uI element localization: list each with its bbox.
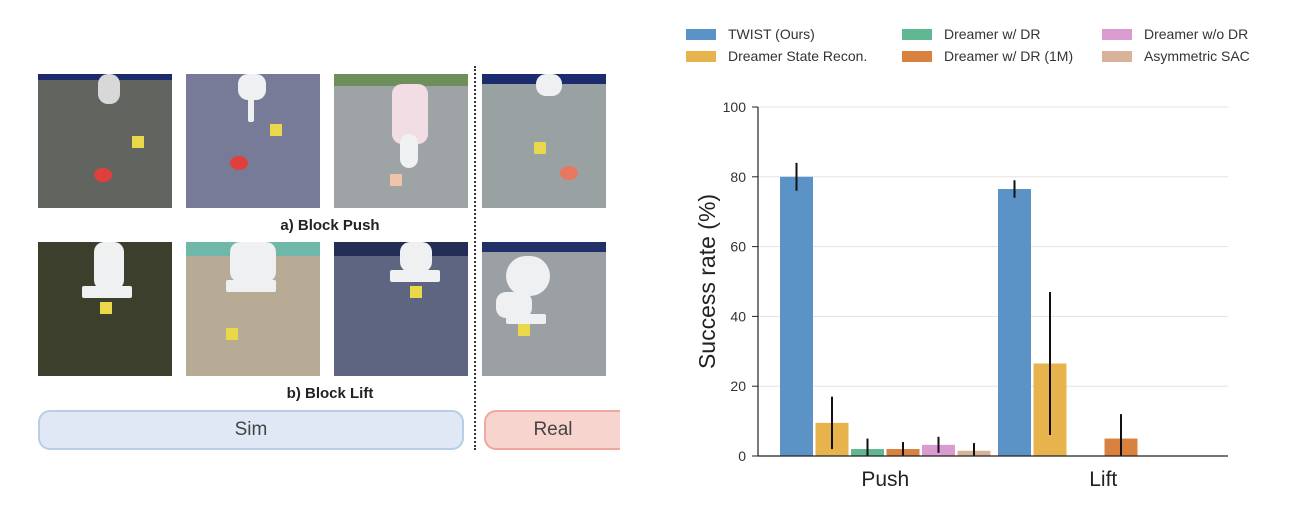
- sim-push-photo-1: [38, 74, 172, 208]
- robot-photo-panel: a) Block Push b) Block Lift Sim Real: [0, 0, 620, 518]
- legend-swatch: [902, 29, 932, 40]
- real-lift-photo: [482, 242, 606, 376]
- legend-swatch: [902, 51, 932, 62]
- legend-label: Asymmetric SAC: [1144, 48, 1250, 64]
- success-rate-chart: TWIST (Ours) Dreamer State Recon. Dreamer …: [686, 26, 1250, 491]
- legend-label: Dreamer w/ DR: [944, 26, 1040, 42]
- sim-label: Sim: [38, 410, 464, 450]
- sim-lift-photo-1: [38, 242, 172, 376]
- y-axis-label: Success rate (%): [694, 194, 720, 369]
- y-tick-label: 60: [730, 239, 746, 255]
- chart-grid: [758, 106, 1228, 387]
- chart-bars: [780, 162, 1138, 457]
- legend-label: TWIST (Ours): [728, 26, 815, 42]
- x-tick-label: Lift: [1089, 468, 1117, 491]
- sim-push-photo-2: [186, 74, 320, 208]
- chart-axes: 0 20 40 60 80 100 Success rate (%) Push Lift: [694, 99, 1228, 491]
- bar: [998, 189, 1031, 456]
- y-tick-label: 40: [730, 308, 746, 324]
- sim-push-photo-3: [334, 74, 468, 208]
- chart-legend: TWIST (Ours) Dreamer State Recon. Dreamer …: [686, 26, 1250, 64]
- sim-lift-photo-3: [334, 242, 468, 376]
- row-a-title: a) Block Push: [280, 217, 380, 234]
- real-label: Real: [484, 410, 620, 450]
- y-tick-label: 0: [738, 448, 746, 464]
- legend-swatch: [1102, 51, 1132, 62]
- sim-lift-photo-2: [186, 242, 320, 376]
- y-tick-label: 20: [730, 378, 746, 394]
- y-tick-label: 100: [723, 99, 747, 115]
- sim-real-divider: [474, 66, 476, 450]
- legend-label: Dreamer w/o DR: [1144, 26, 1248, 42]
- row-b-title: b) Block Lift: [286, 385, 374, 402]
- real-push-photo: [482, 74, 606, 208]
- legend-swatch: [686, 29, 716, 40]
- bar: [780, 176, 813, 457]
- x-tick-label: Push: [861, 468, 909, 491]
- legend-swatch: [1102, 29, 1132, 40]
- legend-label: Dreamer w/ DR (1M): [944, 48, 1073, 64]
- legend-swatch: [686, 51, 716, 62]
- legend-label: Dreamer State Recon.: [728, 48, 867, 64]
- y-tick-label: 80: [730, 169, 746, 185]
